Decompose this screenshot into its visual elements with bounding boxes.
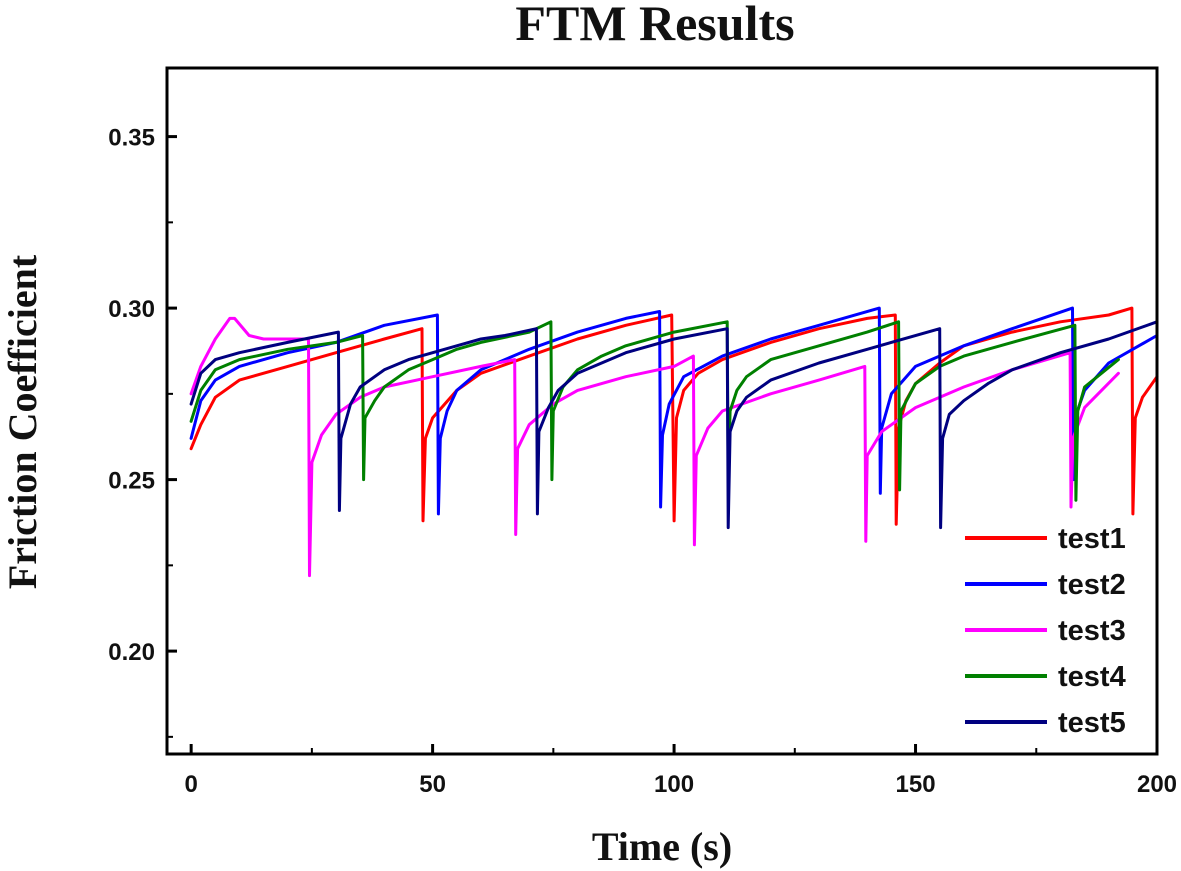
- plot-frame: [165, 66, 1159, 756]
- series-line-test5: [189, 320, 1159, 530]
- x-tick-label: 50: [419, 771, 446, 798]
- x-tick-label: 100: [654, 771, 694, 798]
- legend-label-test4: test4: [1058, 661, 1126, 693]
- ticks-layer: 0 50 100 150 200 0.20 0.25 0.30 0.35: [108, 125, 1177, 798]
- series-line-test4: [189, 320, 1120, 502]
- y-tick-label: 0.35: [108, 125, 155, 152]
- y-tick-label: 0.20: [108, 639, 155, 666]
- legend: test1 test2 test3 test4 test5: [965, 523, 1126, 739]
- x-tick-label: 150: [896, 771, 936, 798]
- y-tick-label: 0.25: [108, 468, 155, 495]
- series-line-test3: [189, 316, 1120, 578]
- chart-title: FTM Results: [515, 0, 794, 51]
- series-line-test1: [189, 306, 1159, 526]
- series-line-test2: [189, 306, 1159, 516]
- legend-label-test5: test5: [1058, 707, 1126, 739]
- x-axis-label: Time (s): [592, 824, 732, 869]
- series-layer: [189, 306, 1159, 578]
- x-tick-label: 200: [1137, 771, 1177, 798]
- y-axis-label: Friction Coefficient: [0, 254, 45, 589]
- x-tick-label: 0: [184, 771, 197, 798]
- legend-label-test1: test1: [1058, 523, 1126, 555]
- y-tick-label: 0.30: [108, 296, 155, 323]
- legend-label-test2: test2: [1058, 569, 1126, 601]
- legend-label-test3: test3: [1058, 615, 1126, 647]
